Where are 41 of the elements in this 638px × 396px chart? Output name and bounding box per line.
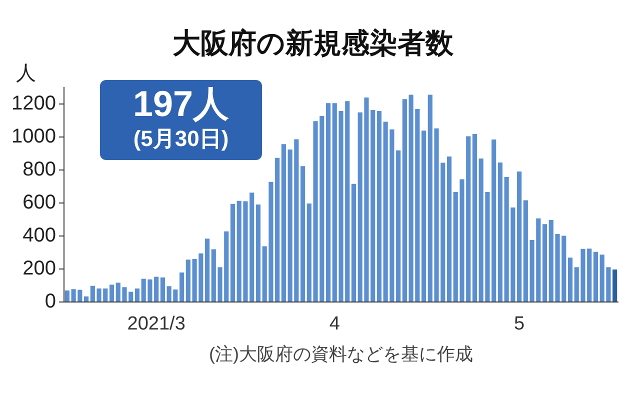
bar: [593, 252, 598, 302]
bar: [351, 184, 356, 302]
x-tick-label: 5: [514, 314, 525, 335]
x-tick-label: 4: [329, 314, 340, 335]
bar: [109, 284, 114, 302]
bar: [446, 156, 452, 302]
bar: [180, 272, 184, 302]
annotation: 197人: [132, 83, 230, 124]
bar: [396, 150, 401, 302]
y-tick-label: 800: [22, 158, 56, 181]
bar: [472, 134, 478, 302]
bar: [84, 296, 89, 302]
bar: [498, 162, 502, 302]
bar: [230, 204, 236, 302]
bar: [326, 103, 331, 302]
annotation: (5月30日): [132, 126, 230, 151]
bar: [376, 111, 382, 302]
y-tick-label: 0: [44, 290, 56, 313]
bar: [300, 166, 306, 302]
bar: [134, 288, 140, 302]
bar: [612, 270, 618, 302]
y-tick-label: 1200: [12, 92, 56, 115]
y-tick-label: 1000: [12, 126, 56, 148]
bar: [64, 290, 70, 302]
bar: [542, 224, 548, 302]
bar: [568, 258, 573, 302]
text: (注)大阪府の資料などを基に作成: [209, 344, 473, 364]
bar: [256, 204, 261, 302]
bar: [275, 158, 280, 302]
chart-title: 大阪府の新規感染者数: [172, 28, 454, 59]
y-tick-label: 400: [22, 224, 56, 247]
y-tick-label: 200: [22, 258, 56, 280]
bar: [402, 99, 407, 302]
bar: [421, 130, 426, 302]
bar: [281, 144, 286, 302]
bar: [517, 172, 522, 302]
bar: [160, 277, 165, 302]
x-tick-label: 2021/3: [127, 314, 186, 335]
y-axis-title: 人: [16, 62, 36, 85]
y-tick-label: 600: [22, 192, 56, 214]
bar: [204, 238, 210, 302]
